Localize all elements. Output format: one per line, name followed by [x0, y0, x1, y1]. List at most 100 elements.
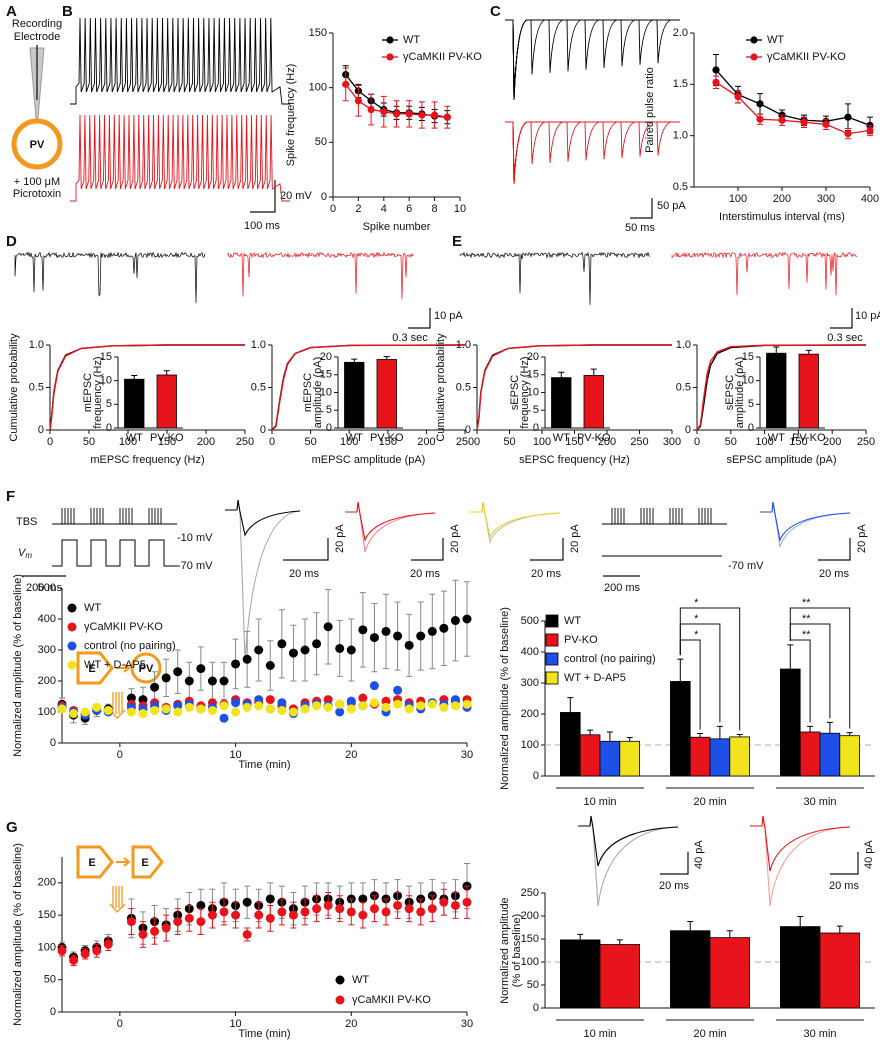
x-tick-label: 200 [773, 193, 791, 205]
data-point [392, 110, 401, 118]
x-tick-label: 10 min [583, 1028, 616, 1040]
x-tick-label: 250 [857, 436, 875, 448]
series-line [715, 69, 871, 127]
y-axis-label: sEPSC [724, 375, 736, 411]
data-point [405, 110, 413, 118]
panel-letter: C [490, 3, 501, 20]
legend-marker [750, 36, 758, 44]
data-point [358, 910, 368, 920]
x-tick-label: 50 [304, 436, 316, 448]
data-point [184, 676, 194, 686]
electrode-label: Electrode [14, 31, 60, 43]
legend-label: WT + D-AP5 [84, 659, 146, 671]
y-tick-label: 100 [38, 941, 56, 953]
trace [52, 539, 178, 567]
bar [819, 732, 841, 777]
y-axis-label: Cumulative probability [8, 333, 20, 442]
y-tick-label: 1.0 [29, 339, 44, 351]
y-tick-label: 50 [315, 136, 327, 148]
x-tick-label: 300 [663, 436, 681, 448]
x-tick-label: 150 [565, 436, 583, 448]
legend-label: PV-KO [564, 634, 598, 646]
data-point [756, 100, 764, 108]
axis-line [61, 857, 467, 1013]
data-point [418, 111, 426, 119]
pv-cell [11, 118, 63, 170]
y-tick-label: 0 [685, 424, 691, 436]
y-tick-label: 20 [527, 351, 539, 363]
data-point [103, 705, 113, 715]
y-tick-label: 400 [521, 646, 539, 658]
data-point [219, 713, 229, 723]
scale-label: 40 pA [863, 840, 875, 869]
data-point [312, 701, 322, 711]
x-tick-label: 400 [861, 193, 879, 205]
y-tick-label: 400 [38, 613, 56, 625]
y-tick-label: 0.5 [456, 381, 471, 393]
y-axis-label: amplitude (pA) [312, 357, 324, 429]
x-tick-label: 250 [456, 436, 474, 448]
scale-label: 10 pA [434, 310, 463, 322]
series-line [49, 344, 245, 431]
x-tick-label: 2 [355, 203, 361, 215]
data-point [242, 897, 252, 907]
y-tick-label: 20 [320, 351, 332, 363]
y-tick-label: 1.0 [251, 339, 266, 351]
protocol-label: Vm [18, 547, 32, 560]
y-tick-label: 2.0 [673, 27, 688, 39]
x-axis-label: mEPSC frequency (Hz) [90, 454, 204, 466]
x-tick-label: 4 [381, 203, 387, 215]
panel-letter: B [62, 3, 73, 20]
protocol-label: -70 mV [728, 560, 764, 572]
x-axis-label: Spike number [363, 221, 431, 233]
x-tick-label: 8 [432, 203, 438, 215]
vm-sub: m [25, 551, 32, 560]
scale-label: 100 ms [244, 220, 281, 232]
scale-label: 10 pA [855, 310, 880, 322]
bar [599, 944, 640, 1009]
x-tick-label: PV-KO [150, 432, 184, 444]
data-point [369, 633, 379, 643]
scale-label: 20 mV [280, 190, 312, 202]
y-tick-label: 1.0 [673, 130, 688, 142]
protocol-label: -70 mV [177, 560, 213, 572]
data-point [369, 904, 379, 914]
data-point [346, 704, 356, 714]
legend-label: γCaMKII PV-KO [403, 51, 482, 63]
scale-label: 20 pA [449, 524, 461, 553]
data-point [323, 900, 333, 910]
x-tick-label: 30 [461, 749, 473, 761]
data-point [254, 695, 264, 705]
x-tick-label: 0 [117, 749, 123, 761]
legend-marker [335, 975, 345, 985]
stimulus-arrows [109, 886, 126, 913]
protocol-label: TBS [16, 516, 37, 528]
y-tick-label: 500 [38, 582, 56, 594]
data-point [443, 113, 451, 121]
x-tick-label: 30 min [803, 1028, 836, 1040]
data-point [712, 66, 720, 74]
legend-marker [67, 603, 77, 613]
x-axis-label: sEPSC amplitude (pA) [726, 454, 836, 466]
data-point [184, 913, 194, 923]
data-point [844, 113, 852, 121]
scale-label: 0.3 sec [827, 332, 863, 344]
data-point [173, 707, 183, 717]
drug-label: Picrotoxin [13, 188, 61, 200]
excitatory-cell [76, 651, 114, 685]
y-tick-label: 300 [521, 677, 539, 689]
data-point [381, 907, 391, 917]
x-tick-label: 0 [269, 436, 275, 448]
trace [70, 114, 290, 202]
significance-label: * [694, 629, 699, 641]
scale-bar [250, 180, 276, 213]
y-tick-label: 15 [100, 351, 112, 363]
data-point [184, 702, 194, 712]
vm-label: V [18, 547, 27, 559]
data-point [335, 707, 345, 717]
data-point [242, 930, 252, 939]
y-tick-label: 200 [521, 708, 539, 720]
data-point [323, 702, 333, 712]
data-point [288, 910, 298, 920]
data-point [277, 705, 287, 715]
